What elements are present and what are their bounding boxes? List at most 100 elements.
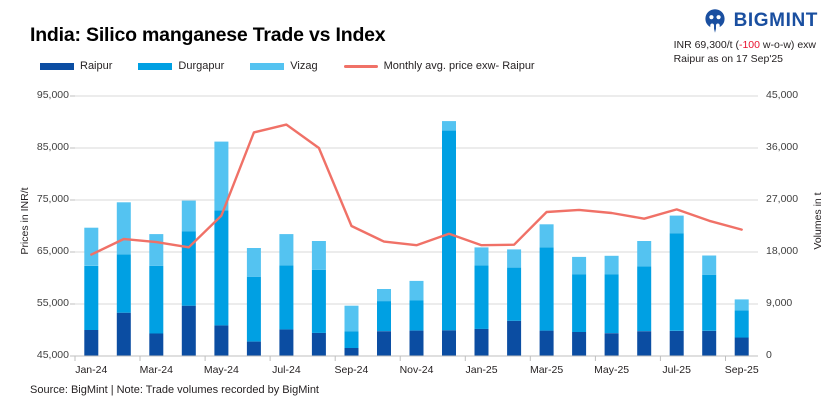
bar-segment-durgapur[interactable] [377,301,391,332]
bar-segment-vizag[interactable] [214,141,229,211]
bar-segment-durgapur[interactable] [702,274,717,331]
bars-layer [84,121,749,357]
y-axis-right-tick-label: 27,000 [766,193,799,205]
bar-segment-vizag[interactable] [84,227,99,266]
bar-segment-raipur[interactable] [377,331,391,356]
legend-label-vizag: Vizag [290,60,318,72]
bar-segment-raipur[interactable] [84,330,99,356]
chart-legend: Raipur Durgapur Vizag Monthly avg. price… [40,60,561,72]
bar-segment-raipur[interactable] [214,325,229,356]
y-axis-right-tick-label: 45,000 [766,89,799,101]
logo-text: BIGMINT [733,10,818,31]
bigmint-logo: BIGMINT [702,8,818,34]
bar-segment-vizag[interactable] [311,241,326,270]
bar-segment-vizag[interactable] [604,255,619,275]
x-axis-tick-label: Jan-25 [465,364,498,376]
legend-swatch-raipur [40,62,74,70]
bar-segment-raipur[interactable] [734,337,749,357]
bar-segment-durgapur[interactable] [572,274,587,332]
bar-segment-raipur[interactable] [279,329,294,356]
bar-segment-vizag[interactable] [539,224,554,248]
bar-segment-vizag[interactable] [669,215,684,234]
bar-segment-vizag[interactable] [702,255,717,275]
bar-segment-raipur[interactable] [149,333,164,357]
price-delta: -100 [738,39,760,51]
bar-segment-durgapur[interactable] [539,247,554,331]
legend-label-price: Monthly avg. price exw- Raipur [383,60,535,72]
bar-segment-durgapur[interactable] [214,210,229,326]
source-note: Source: BigMint | Note: Trade volumes re… [30,384,319,396]
bar-segment-vizag[interactable] [474,247,489,266]
bar-segment-vizag[interactable] [442,121,456,131]
bar-segment-raipur[interactable] [442,330,456,356]
legend-label-raipur: Raipur [80,60,113,72]
price-line[interactable] [90,123,743,256]
x-tick-marks [70,95,726,361]
bar-segment-raipur[interactable] [409,330,424,356]
bar-segment-durgapur[interactable] [442,130,456,331]
y-axis-left-tick-label: 75,000 [36,193,69,205]
bar-segment-durgapur[interactable] [604,274,619,334]
bar-segment-raipur[interactable] [311,332,326,356]
bar-segment-raipur[interactable] [344,347,359,356]
bar-segment-vizag[interactable] [734,299,749,311]
bar-segment-vizag[interactable] [409,280,424,301]
chart-header: India: Silico manganese Trade vs Index B… [0,0,840,90]
bar-segment-durgapur[interactable] [344,331,359,348]
bar-segment-durgapur[interactable] [246,276,261,342]
bar-segment-durgapur[interactable] [507,267,522,321]
y-axis-right-tick-label: 36,000 [766,141,799,153]
legend-item-durgapur[interactable]: Durgapur [138,60,224,72]
bar-segment-vizag[interactable] [116,202,131,255]
bar-segment-raipur[interactable] [572,332,587,356]
price-value-prefix: INR 69,300/t ( [673,39,739,51]
bar-segment-durgapur[interactable] [116,254,131,313]
bar-segment-vizag[interactable] [572,256,587,275]
bar-segment-vizag[interactable] [246,248,261,277]
bar-segment-raipur[interactable] [669,330,684,356]
bar-segment-durgapur[interactable] [474,265,489,329]
x-axis-tick-label: Sep-24 [334,364,369,376]
y-axis-left-tick-label: 95,000 [36,89,69,101]
bar-segment-vizag[interactable] [149,234,164,266]
bar-segment-durgapur[interactable] [637,266,652,332]
bar-segment-vizag[interactable] [377,289,391,302]
bar-segment-durgapur[interactable] [279,265,294,330]
bar-segment-raipur[interactable] [637,331,652,356]
x-axis-tick-label: May-24 [203,364,239,376]
bar-segment-raipur[interactable] [702,330,717,356]
bar-segment-durgapur[interactable] [669,233,684,331]
bigmint-droplet-icon [704,9,725,33]
legend-swatch-vizag [250,62,285,70]
legend-item-raipur[interactable]: Raipur [40,60,112,72]
bar-segment-raipur[interactable] [246,341,261,356]
bar-segment-raipur[interactable] [116,312,131,356]
page-title: India: Silico manganese Trade vs Index [30,24,386,46]
bar-segment-durgapur[interactable] [734,310,749,338]
bar-segment-raipur[interactable] [181,305,196,356]
legend-item-vizag[interactable]: Vizag [250,60,318,72]
bar-segment-vizag[interactable] [637,241,652,267]
bar-segment-raipur[interactable] [539,330,554,356]
legend-item-price-line[interactable]: Monthly avg. price exw- Raipur [343,60,535,72]
bar-segment-durgapur[interactable] [149,265,164,334]
x-axis-tick-label: Mar-24 [139,364,173,376]
bar-segment-vizag[interactable] [279,234,294,266]
price-line-layer [90,123,743,256]
bar-segment-durgapur[interactable] [84,265,99,330]
bar-segment-durgapur[interactable] [311,269,326,333]
bar-segment-vizag[interactable] [507,249,522,268]
bar-segment-durgapur[interactable] [409,300,424,331]
bar-segment-vizag[interactable] [344,305,359,332]
x-axis-tick-label: Jan-24 [75,364,108,376]
y-axis-left-tick-label: 55,000 [36,297,69,309]
y-axis-left-tick-label: 65,000 [36,245,69,257]
bar-segment-raipur[interactable] [604,333,619,356]
bar-segment-raipur[interactable] [507,320,522,356]
legend-line-price [343,64,378,68]
bar-segment-durgapur[interactable] [181,231,196,306]
bar-segment-vizag[interactable] [181,200,196,232]
legend-swatch-durgapur [138,62,173,70]
bar-segment-raipur[interactable] [474,328,489,356]
